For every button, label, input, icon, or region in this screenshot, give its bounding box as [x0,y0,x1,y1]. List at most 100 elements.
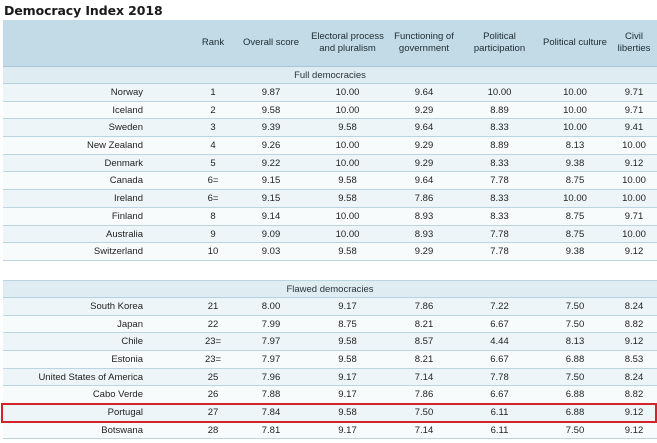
header-electoral-process: Electoral process and pluralism [311,30,384,55]
cell-overall-score: 9.03 [261,246,281,258]
table-body: Full democracies Norway 1 9.87 10.00 9.64 10.0… [3,67,657,440]
cell-civil-liberties: 10.00 [622,228,646,240]
cell-country: Portugal [107,407,143,418]
cell-political-participation: 8.89 [490,104,509,116]
cell-political-culture: 6.88 [565,389,585,401]
cell-political-participation: 8.33 [490,122,509,134]
cell-political-culture: 6.88 [565,407,585,418]
cell-political-participation: 6.67 [490,353,509,365]
cell-overall-score: 9.22 [261,157,281,169]
cell-rank: 4 [210,140,216,152]
table-row: Portugal 27 7.84 9.58 7.50 6.11 6.88 9.12 [3,404,657,422]
cell-country: Canada [109,175,143,187]
cell-functioning-of-government: 7.50 [414,407,434,418]
cell-country: South Korea [90,300,143,312]
cell-rank: 6= [207,193,219,205]
cell-rank: 25 [207,371,219,383]
cell-country: Chile [121,336,143,348]
cell-civil-liberties: 10.00 [622,175,646,187]
cell-rank: 10 [207,246,219,258]
cell-electoral-process: 10.00 [335,104,360,116]
cell-rank: 27 [207,407,219,418]
table-row: Japan 22 7.99 8.75 8.21 6.67 7.50 8.82 [3,315,657,334]
cell-rank: 9 [210,228,216,240]
cell-political-culture: 10.00 [563,104,587,116]
table-row: Ireland 6= 9.15 9.58 7.86 8.33 10.00 10.00 [3,190,657,208]
cell-overall-score: 9.26 [261,140,281,152]
cell-political-participation: 7.78 [490,371,509,383]
cell-rank: 8 [210,210,216,222]
cell-civil-liberties: 8.82 [624,389,644,401]
cell-political-participation: 7.78 [490,246,509,258]
cell-civil-liberties: 9.12 [624,246,644,258]
header-political-culture: Political culture [543,36,607,48]
cell-political-participation: 8.33 [490,157,509,169]
cell-electoral-process: 8.75 [338,318,357,330]
cell-civil-liberties: 10.00 [622,140,646,152]
cell-overall-score: 9.15 [261,175,281,187]
cell-political-culture: 8.75 [565,175,585,187]
cell-political-participation: 10.00 [487,87,512,98]
cell-country: United States of America [38,371,143,383]
cell-electoral-process: 9.58 [338,122,357,134]
cell-political-participation: 8.33 [490,193,509,205]
cell-country: Botswana [101,424,143,436]
section-spacer [3,260,657,281]
cell-rank: 5 [210,157,216,169]
cell-overall-score: 9.39 [261,122,281,134]
cell-electoral-process: 9.58 [338,175,357,187]
cell-overall-score: 9.87 [261,87,281,98]
cell-electoral-process: 9.17 [338,424,357,436]
cell-electoral-process: 10.00 [335,228,360,240]
cell-civil-liberties: 9.71 [624,104,644,116]
header-civil-liberties: Civil liberties [617,30,651,55]
header-overall-score: Overall score [243,36,299,48]
cell-political-participation: 8.33 [490,210,509,222]
cell-electoral-process: 9.58 [338,353,357,365]
cell-political-participation: 4.44 [490,336,509,348]
cell-political-culture: 9.38 [565,246,585,258]
cell-overall-score: 7.84 [261,407,281,418]
cell-civil-liberties: 9.12 [624,336,644,348]
cell-overall-score: 9.58 [261,104,281,116]
cell-overall-score: 7.81 [261,424,281,436]
cell-rank: 2 [210,104,216,116]
cell-civil-liberties: 10.00 [622,193,646,205]
cell-overall-score: 7.99 [261,318,281,330]
cell-functioning-of-government: 7.86 [414,389,434,401]
cell-country: New Zealand [87,140,143,152]
cell-functioning-of-government: 7.14 [414,424,434,436]
table-row: Estonia 23= 7.97 9.58 8.21 6.67 6.88 8.53 [3,350,657,369]
cell-country: Finland [111,210,143,222]
header-functioning-of-government: Functioning of government [394,30,454,55]
section-label: Full democracies [3,67,657,84]
cell-functioning-of-government: 9.29 [414,246,434,258]
cell-functioning-of-government: 9.64 [414,87,434,98]
table-header: Rank Overall score Electoral process and… [3,20,657,67]
cell-overall-score: 9.09 [261,228,281,240]
table-row: Australia 9 9.09 10.00 8.93 7.78 8.75 10.00 [3,225,657,244]
cell-electoral-process: 10.00 [335,140,360,152]
cell-functioning-of-government: 9.64 [414,175,434,187]
cell-electoral-process: 9.58 [338,246,357,258]
cell-country: Switzerland [93,246,143,258]
democracy-index-table: Rank Overall score Electoral process and… [3,20,657,440]
cell-functioning-of-government: 9.29 [414,104,434,116]
table-row: Cabo Verde 26 7.88 9.17 7.86 6.67 6.88 8.82 [3,386,657,404]
cell-civil-liberties: 9.41 [624,122,644,134]
table-row: Iceland 2 9.58 10.00 9.29 8.89 10.00 9.71 [3,101,657,120]
header-rank: Rank [201,36,225,48]
cell-political-culture: 7.50 [565,300,585,312]
cell-political-culture: 10.00 [563,87,587,98]
cell-civil-liberties: 9.71 [624,210,644,222]
cell-overall-score: 9.15 [261,193,281,205]
table-row: South Korea 21 8.00 9.17 7.86 7.22 7.50 8.24 [3,297,657,316]
cell-political-participation: 6.11 [490,424,509,436]
cell-political-culture: 7.50 [565,424,585,436]
cell-functioning-of-government: 9.64 [414,122,434,134]
cell-civil-liberties: 9.71 [624,87,644,98]
cell-rank: 1 [210,87,216,98]
cell-political-participation: 6.67 [490,318,509,330]
cell-political-culture: 6.88 [565,353,585,365]
cell-electoral-process: 9.58 [338,336,357,348]
